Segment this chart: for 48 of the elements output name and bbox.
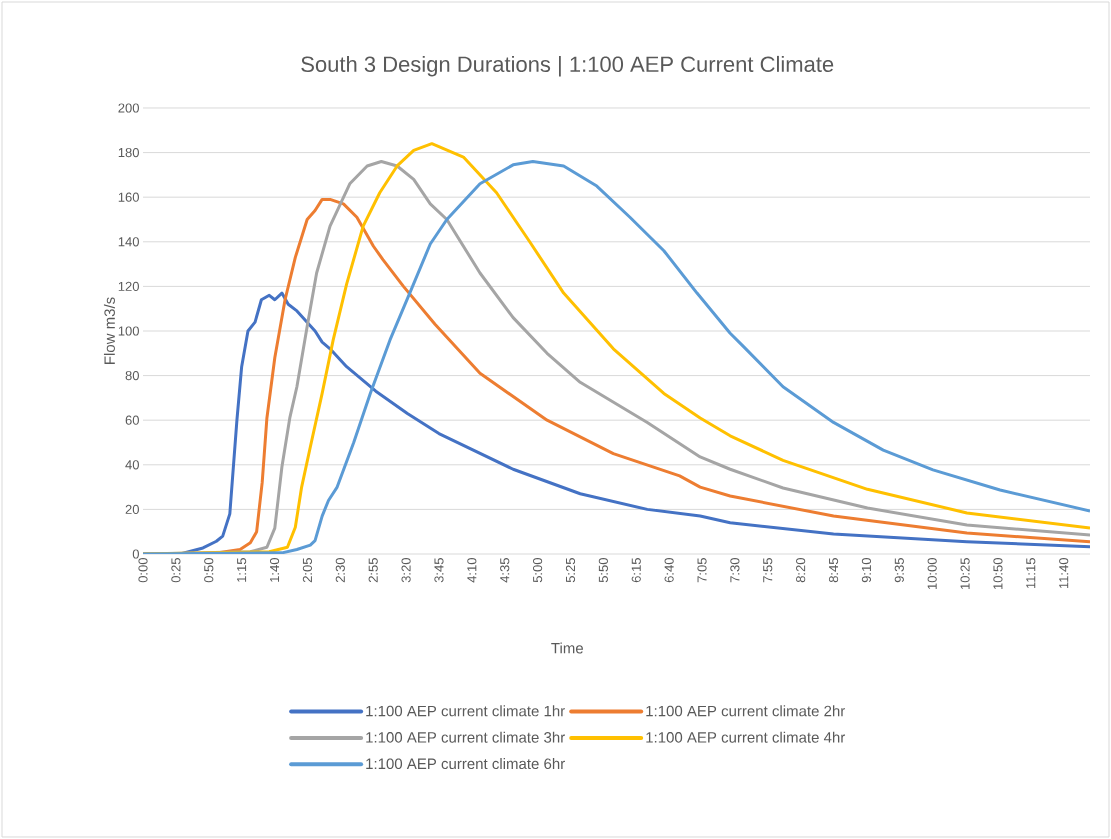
y-tick-label: 200 [118, 103, 139, 113]
x-tick-label: 6:15 [631, 558, 641, 583]
x-tick-label: 5:25 [565, 558, 576, 583]
x-tick-label: 10:50 [993, 558, 1003, 590]
y-tick-label: 120 [118, 281, 139, 291]
y-tick-label: 0 [132, 549, 139, 559]
x-tick-label: 0:50 [204, 558, 214, 583]
x-tick-label: 3:45 [434, 558, 444, 583]
legend-label: 1:100 AEP current climate 4hr [646, 731, 846, 743]
x-tick-label: 9:10 [861, 558, 872, 583]
y-tick-label: 100 [118, 326, 139, 336]
y-tick-label: 160 [118, 192, 139, 202]
x-tick-label: 1:40 [269, 558, 280, 582]
y-tick-label: 180 [118, 147, 139, 158]
x-tick-label: 4:10 [467, 558, 477, 583]
y-axis-title: Flow m3/s [103, 297, 115, 364]
x-tick-label: 7:30 [730, 558, 740, 583]
x-tick-label: 2:05 [302, 558, 313, 583]
y-tick-label: 140 [118, 237, 139, 247]
x-tick-label: 5:00 [532, 558, 543, 583]
y-tick-label: 40 [125, 460, 139, 470]
legend-label: 1:100 AEP current climate 3hr [366, 731, 565, 743]
x-tick-label: 7:05 [697, 558, 707, 583]
x-axis-title: Time [551, 642, 583, 654]
legend-label: 1:100 AEP current climate 1hr [366, 705, 565, 717]
x-tick-label: 3:20 [401, 558, 411, 583]
x-tick-label: 10:25 [960, 558, 970, 590]
x-tick-label: 6:40 [664, 558, 674, 583]
x-tick-label: 1:15 [237, 558, 247, 582]
x-tick-label: 10:00 [927, 558, 937, 590]
x-tick-label: 8:45 [828, 558, 839, 583]
legend-label: 1:100 AEP current climate 2hr [646, 705, 846, 717]
x-tick-label: 5:50 [598, 558, 608, 583]
legend-label: 1:100 AEP current climate 6hr [366, 758, 565, 770]
x-tick-label: 2:55 [368, 558, 378, 583]
x-tick-label: 0:25 [171, 558, 181, 583]
x-tick-label: 7:55 [763, 558, 773, 583]
chart-title: South 3 Design Durations | 1:100 AEP Current Climate [301, 55, 834, 77]
x-tick-label: 4:35 [500, 558, 510, 583]
x-tick-label: 0:00 [138, 558, 148, 583]
y-tick-label: 80 [125, 370, 139, 381]
x-tick-label: 8:20 [796, 558, 806, 583]
y-tick-label: 20 [125, 504, 139, 514]
y-tick-label: 60 [125, 415, 139, 425]
x-tick-label: 9:35 [894, 558, 904, 583]
x-tick-label: 11:40 [1059, 558, 1069, 589]
x-tick-label: 2:30 [335, 558, 345, 583]
x-tick-label: 11:15 [1026, 558, 1036, 589]
